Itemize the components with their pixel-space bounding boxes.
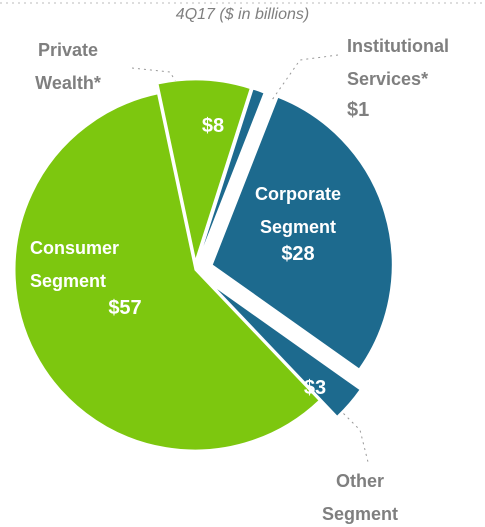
slice-label: Consumer Segment xyxy=(30,238,120,291)
slice-label: Institutional Services* xyxy=(347,36,449,89)
pie-slice xyxy=(211,96,393,370)
pie-slice xyxy=(157,79,251,262)
slice-label: Private Wealth* xyxy=(35,40,101,93)
slice-label: Other Segment xyxy=(321,471,399,524)
chart-title: 4Q17 ($ in billions) xyxy=(175,6,310,23)
value-label: $8 xyxy=(201,115,225,137)
slice-label: Corporate Segment xyxy=(254,184,341,237)
value-label: $57 xyxy=(108,297,142,319)
pie-slice xyxy=(197,88,265,261)
leader-line xyxy=(271,54,339,101)
pie-slice xyxy=(212,285,361,417)
value-label: $3 xyxy=(303,377,327,399)
leader-line xyxy=(131,67,183,93)
value-label: $28 xyxy=(281,243,315,265)
pie-slice xyxy=(14,93,320,451)
value-label: $1 xyxy=(347,99,370,121)
